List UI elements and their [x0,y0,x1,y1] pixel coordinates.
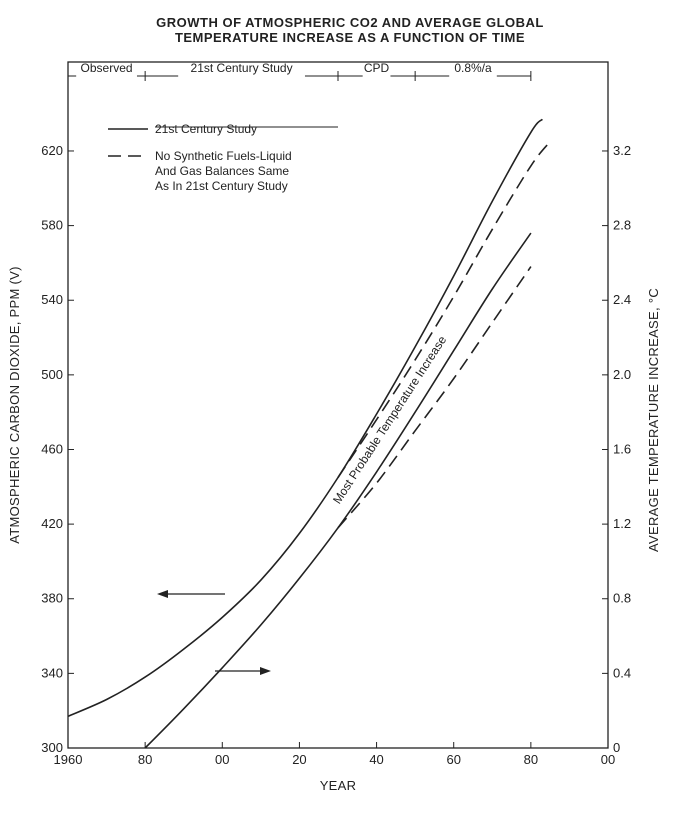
legend: 21st Century Study No Synthetic Fuels-Liq… [108,122,338,193]
left-tick-label-1: 340 [41,665,63,680]
arrow-left-head [157,590,168,598]
legend-label-1-1: And Gas Balances Same [155,164,289,178]
left-axis-label: ATMOSPHERIC CARBON DIOXIDE, PPM (V) [7,266,22,544]
right-axis-label: AVERAGE TEMPERATURE INCREASE, °C [646,288,661,552]
left-tick-label-5: 500 [41,367,63,382]
left-tick-label-4: 460 [41,441,63,456]
arrow-right-head [260,667,271,675]
x-tick-label-4: 40 [369,752,383,767]
chart-title-line1: GROWTH OF ATMOSPHERIC CO2 AND AVERAGE GL… [156,15,544,30]
x-tick-label-3: 20 [292,752,306,767]
right-tick-label-8: 3.2 [613,143,631,158]
phase-label-bg-2 [362,67,391,83]
left-tick-label-0: 300 [41,740,63,755]
phase-label-bg-0 [76,67,137,83]
series-line-1-dashed-left [337,141,551,478]
right-tick-label-4: 1.6 [613,441,631,456]
left-tick-label-2: 380 [41,591,63,606]
series-line-2-solid-right [144,232,532,749]
phase-label-bg-1 [178,67,305,83]
x-tick-label-5: 60 [446,752,460,767]
phase-label-3: 0.8%/a [454,61,492,75]
right-tick-label-6: 2.4 [613,292,631,307]
series-group [67,118,551,749]
right-tick-label-3: 1.2 [613,516,631,531]
plot-frame [67,61,609,749]
x-axis-ticks: 1960 80 00 20 40 60 80 00 [54,742,615,767]
right-tick-label-2: 0.8 [613,591,631,606]
right-tick-label-7: 2.8 [613,218,631,233]
phase-label-2: CPD [364,61,390,75]
chart-title-line2: TEMPERATURE INCREASE AS A FUNCTION OF TI… [175,30,525,45]
left-tick-label-7: 580 [41,218,63,233]
x-tick-label-0: 1960 [54,752,83,767]
x-tick-label-1: 80 [138,752,152,767]
left-tick-label-3: 420 [41,516,63,531]
series-line-3-dashed-right [337,266,532,529]
x-tick-label-2: 00 [215,752,229,767]
annotation-most-probable: Most Probable Temperature Increase [330,333,449,506]
right-tick-label-0: 0 [613,740,620,755]
legend-label-1-0: No Synthetic Fuels-Liquid [155,149,292,163]
left-tick-label-6: 540 [41,292,63,307]
left-tick-label-8: 620 [41,143,63,158]
right-axis-ticks: 0 0.4 0.8 1.2 1.6 2.0 2.4 2.8 3.2 [602,143,631,755]
legend-label-0-0: 21st Century Study [155,122,257,136]
right-tick-label-1: 0.4 [613,665,631,680]
phase-label-bg-3 [449,67,497,83]
left-axis-ticks: 300 340 380 420 460 500 540 580 620 [41,143,74,755]
series-line-0-solid-left [67,118,543,718]
axis-arrows [157,590,271,675]
x-tick-label-7: 00 [601,752,615,767]
x-tick-label-6: 80 [524,752,538,767]
x-axis-label: YEAR [320,778,357,793]
right-tick-label-5: 2.0 [613,367,631,382]
phase-label-1: 21st Century Study [191,61,293,75]
phase-label-0: Observed [81,61,133,75]
legend-label-1-2: As In 21st Century Study [155,179,288,193]
phase-bar: Observed 21st Century Study CPD 0.8%/a [68,61,532,83]
